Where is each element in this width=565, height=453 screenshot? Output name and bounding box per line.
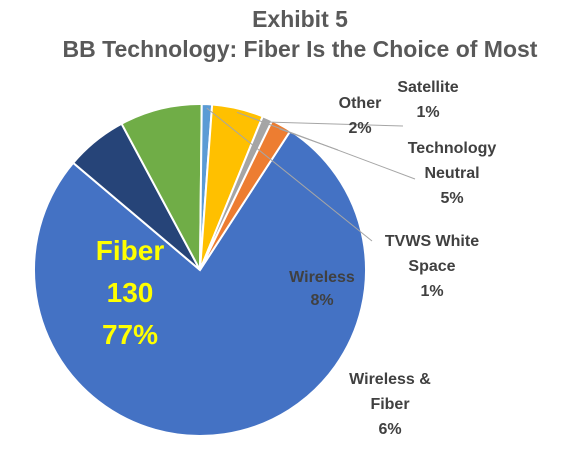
- satellite-name-label: Satellite: [397, 79, 458, 96]
- slice-label-tvws: TVWS White Space 1%: [385, 233, 479, 300]
- tvws-line2-label: Space: [408, 258, 455, 275]
- pie-slices: [33, 102, 367, 437]
- other-name-label: Other: [339, 95, 382, 112]
- wireless-percent-label: 8%: [310, 292, 333, 309]
- wireless-fiber-line2-label: Fiber: [370, 396, 409, 413]
- chart-subtitle: BB Technology: Fiber Is the Choice of Mo…: [63, 36, 538, 62]
- wireless-fiber-percent-label: 6%: [378, 421, 401, 438]
- pie-slice-other: [199, 119, 292, 271]
- fiber-name-label: Fiber: [96, 235, 165, 266]
- fiber-percent-label: 77%: [102, 319, 158, 350]
- tech-neutral-percent-label: 5%: [440, 190, 463, 207]
- slice-label-fiber: Fiber 130 77%: [96, 235, 165, 350]
- other-percent-label: 2%: [348, 120, 371, 137]
- tech-neutral-line1-label: Technology: [408, 140, 497, 157]
- leader-line-tvws-white-space: [206, 107, 373, 242]
- slice-label-other: Other 2%: [339, 95, 382, 137]
- tvws-percent-label: 1%: [420, 283, 443, 300]
- slice-label-wireless-fiber: Wireless & Fiber 6%: [349, 371, 431, 438]
- wireless-fiber-line1-label: Wireless &: [349, 371, 431, 388]
- slice-label-technology-neutral: Technology Neutral 5%: [408, 140, 497, 207]
- fiber-count-label: 130: [107, 277, 154, 308]
- leader-line-other: [279, 128, 339, 151]
- tvws-line1-label: TVWS White: [385, 233, 479, 250]
- leader-lines: [206, 107, 416, 242]
- tech-neutral-line2-label: Neutral: [424, 165, 479, 182]
- chart-title: Exhibit 5: [252, 6, 348, 32]
- slice-label-wireless: Wireless 8%: [289, 269, 355, 309]
- satellite-percent-label: 1%: [416, 104, 439, 121]
- leader-line-satellite: [265, 121, 404, 127]
- slice-label-satellite: Satellite 1%: [397, 79, 458, 121]
- wireless-name-label: Wireless: [289, 269, 355, 286]
- pie-slice-fiber: [33, 129, 367, 437]
